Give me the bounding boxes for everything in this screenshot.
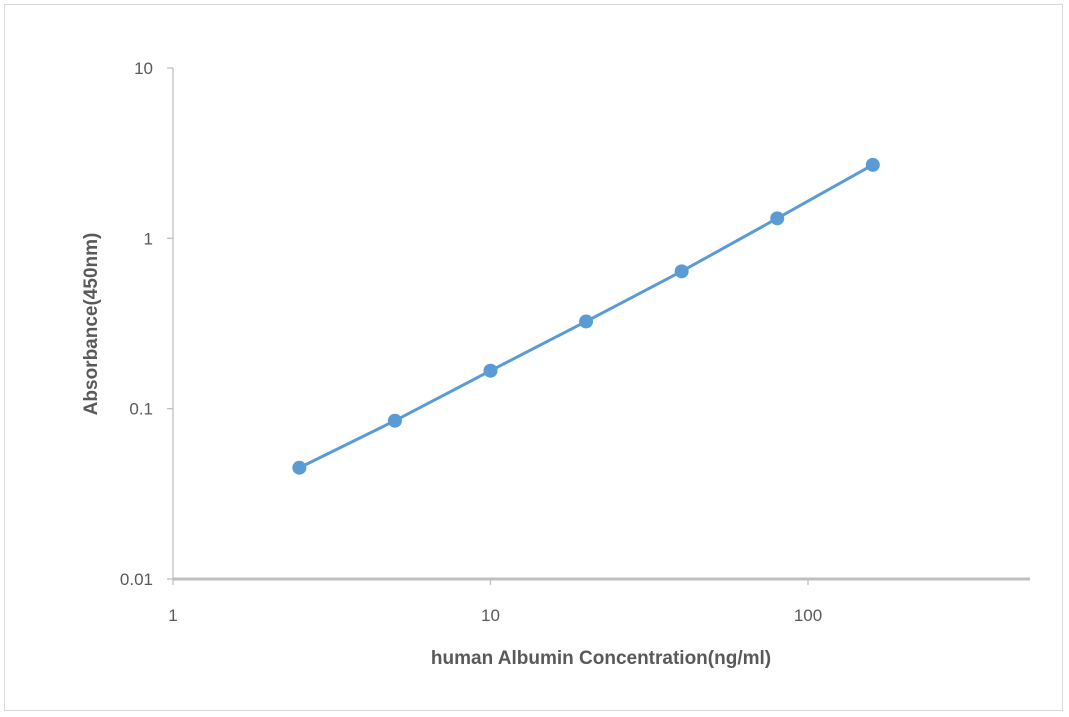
y-tick-label: 1 [144,229,153,248]
x-axis-title: human Albumin Concentration(ng/ml) [431,648,771,669]
y-tick-label: 0.1 [129,400,153,419]
data-point [483,363,498,378]
y-axis-title: Absorbance(450nm) [81,233,102,416]
data-point [387,413,402,428]
data-point [292,460,307,475]
x-ticks: 1 10 100 [168,579,822,625]
x-tick-label: 1 [168,606,177,625]
x-tick-label: 10 [481,606,500,625]
x-tick-label: 100 [794,606,822,625]
y-ticks: 0.01 0.1 1 10 [120,59,173,589]
data-point [865,157,880,172]
data-point [770,211,785,226]
chart-frame [4,4,1063,711]
data-point [674,264,689,279]
axes [172,68,1030,581]
y-tick-label: 0.01 [120,570,153,589]
data-point [579,314,594,329]
series-layer [292,157,880,475]
y-tick-label: 10 [134,59,153,78]
